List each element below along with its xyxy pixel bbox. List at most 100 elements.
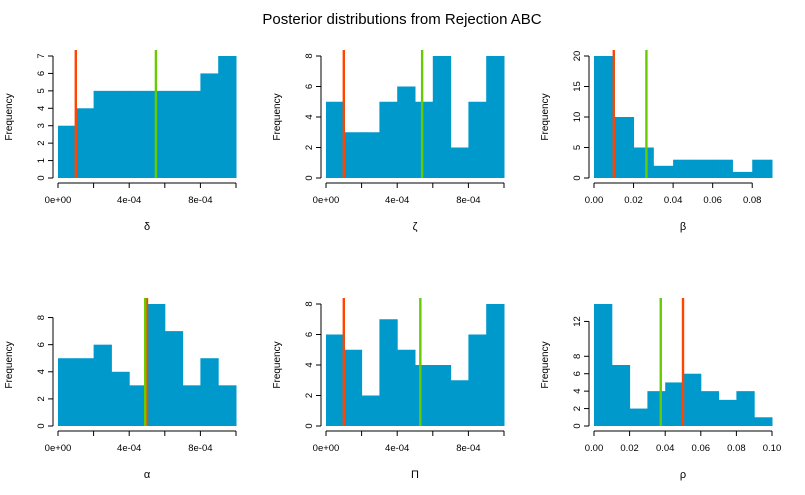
y-tick-label: 2 [36,140,47,145]
x-tick-label: 8e-04 [456,443,480,454]
histogram-bar [486,56,505,178]
histogram-panel-4: 0e+00 4e-04 8e-04 α 0 2 4 6 8 Frequency [4,298,237,481]
histogram-bar [218,385,237,426]
x-tick-label: 0.02 [620,443,639,454]
x-tick-label: 0e+00 [45,195,72,206]
histogram-bar [415,101,434,178]
histogram-bar [432,365,452,426]
y-tick-label: 12 [572,316,583,327]
histogram-bar [468,101,487,178]
y-tick-label: 8 [304,53,315,58]
histogram-bar [164,331,184,426]
histogram-bar [200,73,219,178]
y-tick-label: 10 [572,112,583,123]
y-tick-label: 0 [36,423,47,428]
histogram-bar [611,365,631,426]
y-axis-label: Frequency [4,93,15,140]
histogram-bar [665,382,684,426]
histogram-bar [343,132,363,178]
histogram-bar [164,90,184,178]
histogram-bar [182,90,201,178]
histogram-bar [450,380,469,426]
x-tick-label: 8e-04 [188,443,212,454]
y-axis-label: Frequency [272,341,283,388]
histogram-bar [450,147,469,178]
histogram-bar [218,56,237,178]
x-tick-label: 8e-04 [188,195,212,206]
y-tick-label: 6 [572,371,583,376]
histogram-bar [200,358,219,426]
histogram-bar [673,159,694,178]
x-tick-label: 0e+00 [313,195,340,206]
y-tick-label: 0 [304,175,315,180]
histogram-bar [361,395,380,426]
y-tick-label: 4 [572,388,583,393]
histogram-bar [718,399,737,426]
x-tick-label: 0.06 [692,443,711,454]
x-tick-label: 0e+00 [45,443,72,454]
histogram-bar [754,417,773,426]
x-tick-label: 0.00 [585,443,604,454]
histogram-bar [75,108,95,178]
y-tick-label: 0 [572,423,583,428]
histogram-bar [379,319,398,426]
histogram-bar [111,90,130,178]
histogram-bar [58,358,77,426]
x-axis-label: δ [144,221,150,233]
histogram-bar [58,125,77,178]
y-tick-label: 4 [304,114,315,119]
y-tick-label: 6 [304,84,315,89]
histogram-panel-5: 0e+00 4e-04 8e-04 Π 0 2 4 6 8 Frequency [272,298,505,481]
y-tick-label: 0 [304,423,315,428]
figure-title: Posterior distributions from Rejection A… [262,11,541,28]
histogram-bar [633,147,654,178]
histogram-bar [432,56,452,178]
y-axis-label: Frequency [272,93,283,140]
histogram-bar [613,117,635,178]
x-tick-label: 0.08 [743,195,762,206]
histogram-bar [653,165,674,178]
y-axis-label: Frequency [4,341,15,388]
histogram-panel-3: 0.00 0.02 0.04 0.06 0.08 β 0 5 10 15 20 Frequency [540,50,773,233]
y-tick-label: 2 [304,393,315,398]
histogram-bar [415,365,434,426]
histogram-bar [147,304,166,426]
histogram-bar [700,391,720,426]
histogram-bar [647,391,666,426]
histogram-bar [752,159,773,178]
histogram-bar [93,344,112,426]
y-tick-label: 5 [36,88,47,93]
histogram-bar [692,159,714,178]
x-tick-label: 4e-04 [385,443,409,454]
y-tick-label: 6 [304,332,315,337]
histogram-bar [594,304,613,426]
histogram-bar [712,159,733,178]
histogram-bar [326,101,345,178]
x-tick-label: 0.10 [763,443,782,454]
x-tick-label: 8e-04 [456,195,480,206]
histogram-bar [182,385,201,426]
y-tick-label: 8 [36,315,47,320]
histogram-bar [397,86,416,178]
histogram-bar [93,90,112,178]
x-tick-label: 4e-04 [117,195,141,206]
histogram-bar [75,358,95,426]
histogram-bar [129,90,148,178]
histogram-bar [111,371,130,426]
x-axis-label: α [144,469,151,481]
histogram-panel-1: 0e+00 4e-04 8e-04 δ 0 1 2 3 4 5 6 7 Frequency [4,50,237,233]
x-tick-label: 0.02 [624,195,643,206]
histogram-bar [468,334,487,426]
x-tick-label: 0.08 [727,443,746,454]
y-tick-label: 15 [572,81,583,92]
y-tick-label: 5 [572,145,583,150]
histogram-bar [594,56,615,178]
y-tick-label: 1 [36,158,47,163]
histogram-bar [629,408,648,426]
y-tick-label: 3 [36,123,47,128]
x-tick-label: 0.00 [585,195,604,206]
histogram-bar [326,334,345,426]
x-tick-label: 4e-04 [117,443,141,454]
histogram-bar [683,373,702,426]
x-axis-label: Π [411,469,419,481]
